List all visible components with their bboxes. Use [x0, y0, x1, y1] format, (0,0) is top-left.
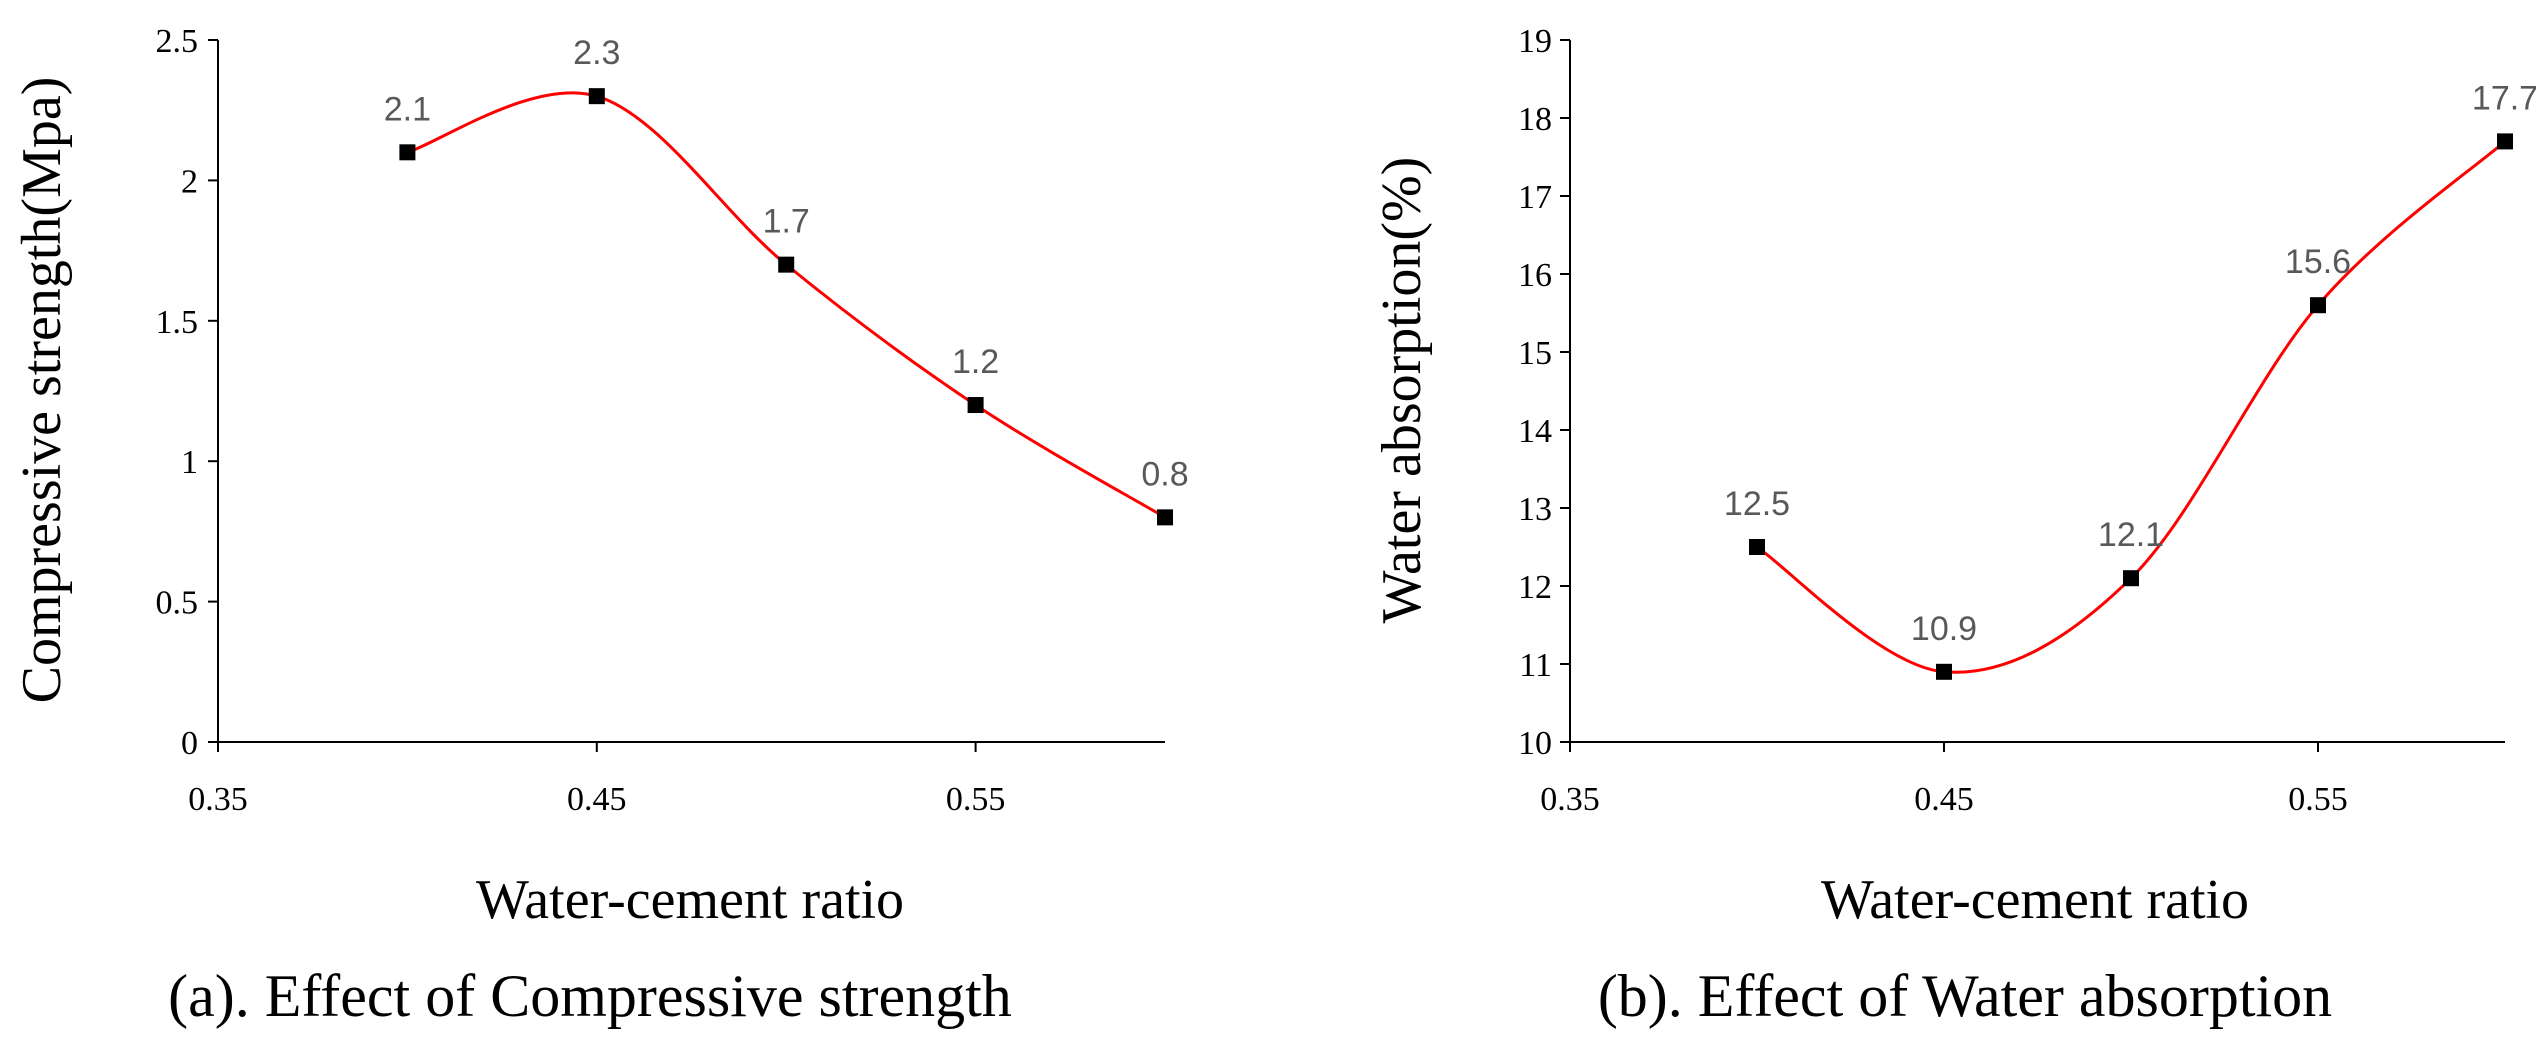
y-axis-title: Water absorption(%): [1371, 157, 1433, 624]
data-point: [588, 88, 605, 105]
y-tick-label: 14: [1518, 413, 1552, 450]
y-tick-label: 17: [1518, 179, 1552, 216]
data-label: 12.5: [1724, 485, 1790, 523]
x-tick-label: 0.45: [1914, 781, 1974, 818]
data-markers: [1749, 133, 2513, 680]
x-tick-label: 0.35: [188, 781, 248, 818]
x-axis-title: Water-cement ratio: [476, 869, 904, 931]
y-tick-label: 11: [1519, 647, 1552, 684]
x-ticks: 0.35 0.45 0.55: [188, 742, 1005, 818]
data-label: 17.7: [2472, 79, 2536, 117]
y-tick-label: 19: [1518, 23, 1552, 60]
data-point: [2497, 133, 2513, 150]
y-tick-label: 15: [1518, 335, 1552, 372]
data-point: [1749, 539, 1765, 555]
y-ticks: 0 0.5 1 1.5 2 2.5: [156, 23, 218, 762]
chart-water-absorption: 10 11 12 13 14 15 16 17 18 19 0.35 0.45 0.55 12.5 10…: [1371, 23, 2536, 1029]
caption-b: (b). Effect of Water absorption: [1598, 963, 2332, 1029]
x-tick-label: 0.35: [1540, 781, 1600, 818]
y-tick-label: 2.5: [156, 23, 199, 60]
y-tick-label: 16: [1518, 257, 1552, 294]
y-tick-label: 13: [1518, 491, 1552, 528]
y-tick-label: 0.5: [156, 585, 199, 622]
y-tick-label: 10: [1518, 725, 1552, 762]
data-point: [2123, 570, 2139, 587]
y-tick-label: 1: [181, 444, 198, 481]
data-point: [1936, 663, 1952, 680]
data-label: 2.3: [573, 34, 620, 72]
caption-a: (a). Effect of Compressive strength: [168, 963, 1012, 1029]
data-label: 0.8: [1141, 455, 1188, 493]
y-tick-label: 0: [181, 725, 198, 762]
data-point: [1157, 509, 1173, 526]
x-ticks: 0.35 0.45 0.55: [1540, 742, 2348, 818]
data-labels: 2.1 2.3 1.7 1.2 0.8: [384, 34, 1189, 493]
data-markers: [399, 88, 1173, 526]
x-axis-title: Water-cement ratio: [1821, 869, 2249, 931]
data-point: [2310, 297, 2326, 314]
y-tick-label: 12: [1518, 569, 1552, 606]
x-tick-label: 0.55: [946, 781, 1006, 818]
y-tick-label: 18: [1518, 101, 1552, 138]
data-label: 1.2: [952, 343, 999, 381]
x-tick-label: 0.45: [567, 781, 627, 818]
data-point: [778, 256, 795, 273]
data-label: 10.9: [1911, 610, 1977, 648]
y-ticks: 10 11 12 13 14 15 16 17 18 19: [1518, 23, 1570, 762]
series-line: [1756, 140, 2506, 674]
data-label: 2.1: [384, 90, 431, 128]
data-label: 1.7: [763, 203, 810, 241]
x-tick-label: 0.55: [2288, 781, 2348, 818]
data-label: 15.6: [2285, 243, 2351, 281]
data-point: [399, 144, 416, 161]
series-line: [406, 91, 1166, 519]
y-tick-label: 2: [181, 163, 198, 200]
data-label: 12.1: [2098, 516, 2164, 554]
chart-compressive-strength: 0 0.5 1 1.5 2 2.5 0.35 0.45 0.55 2.1 2.3 1.7 1.2 0.…: [11, 23, 1189, 1029]
y-axis-title: Compressive strength(Mpa): [11, 77, 73, 704]
data-point: [967, 397, 984, 414]
y-tick-label: 1.5: [156, 304, 199, 341]
data-labels: 12.5 10.9 12.1 15.6 17.7: [1724, 79, 2536, 647]
